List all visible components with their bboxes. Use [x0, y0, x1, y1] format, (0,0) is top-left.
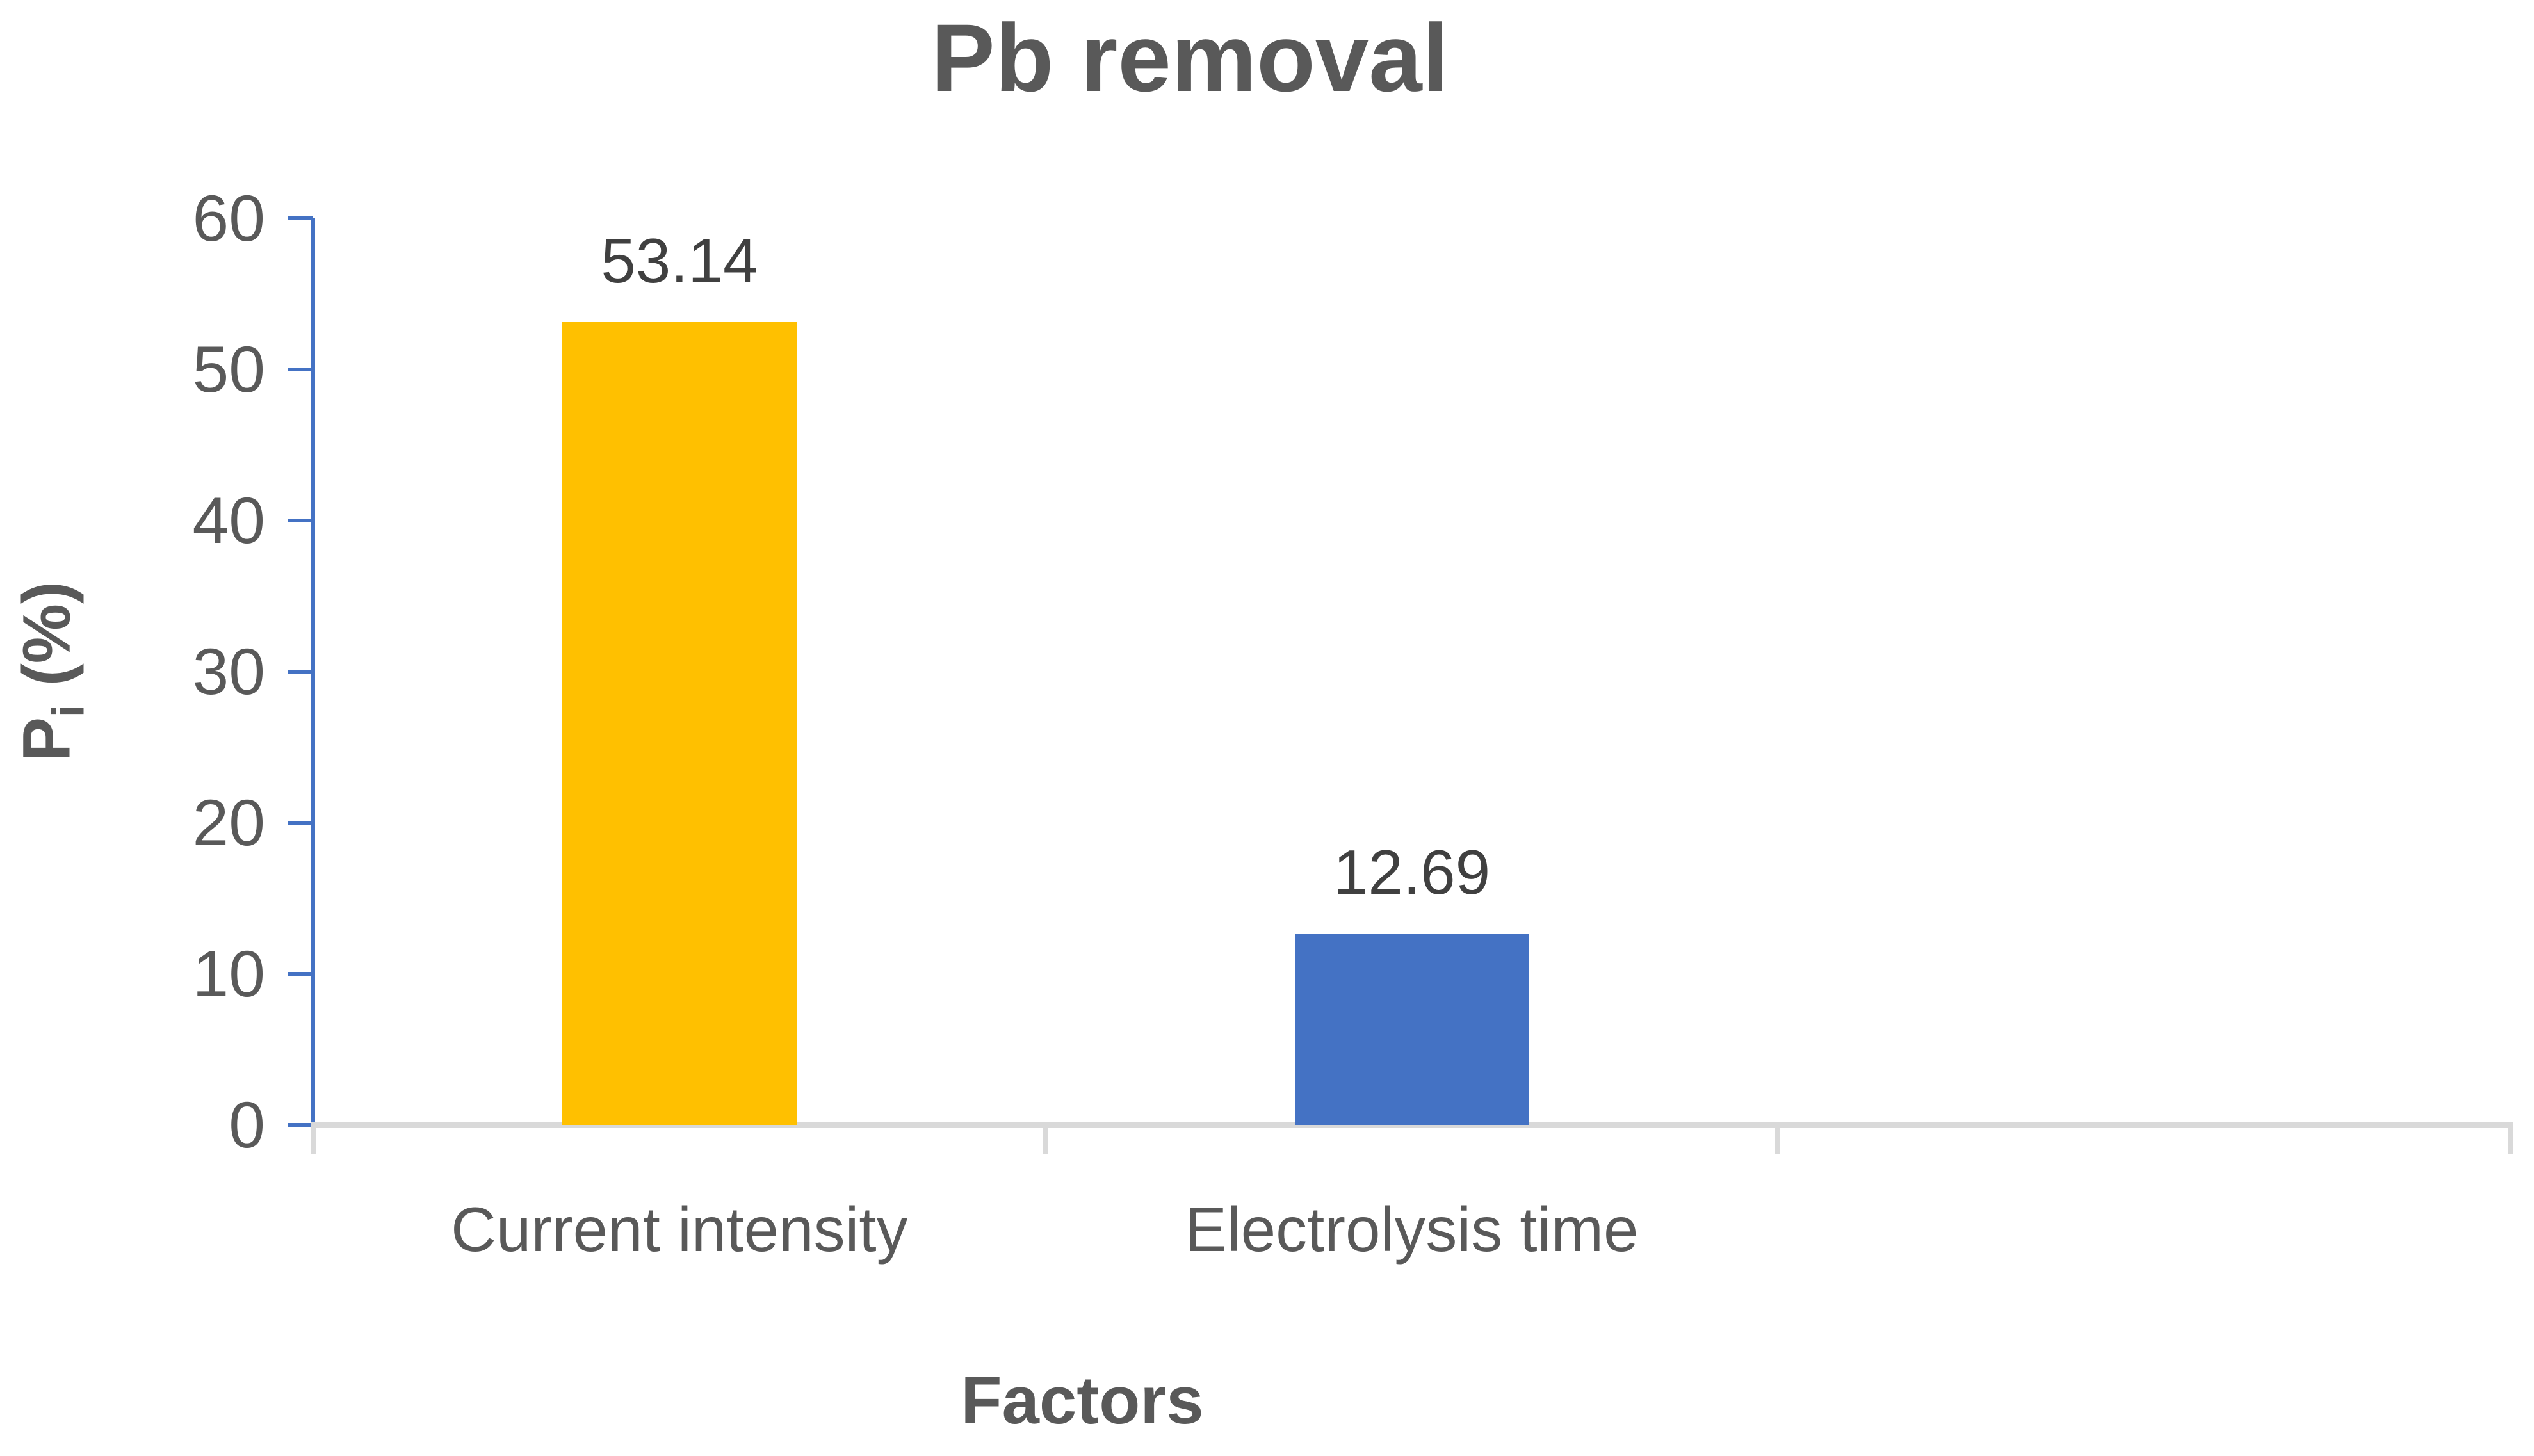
- bar-current-intensity: [562, 321, 797, 1125]
- y-axis-title-suffix: (%): [9, 581, 85, 705]
- y-tick-label-0: 0: [229, 1088, 265, 1161]
- y-tick-label-30: 30: [192, 635, 265, 708]
- x-axis-baseline-gridline: [311, 1122, 2513, 1128]
- data-label-current-intensity: 53.14: [601, 225, 758, 296]
- y-tick-label-20: 20: [192, 786, 265, 859]
- category-label-current-intensity: Current intensity: [451, 1194, 908, 1265]
- y-tick-label-60: 60: [192, 182, 265, 255]
- category-boundary-tick: [1775, 1125, 1781, 1154]
- category-boundary-tick: [311, 1125, 316, 1154]
- category-boundary-tick: [2508, 1125, 2513, 1154]
- y-tick-label-50: 50: [192, 333, 265, 406]
- y-axis-tick-50: [288, 368, 313, 371]
- y-axis-tick-40: [288, 519, 313, 522]
- data-label-electrolysis-time: 12.69: [1333, 836, 1491, 907]
- y-tick-label-10: 10: [192, 937, 265, 1010]
- y-axis-line: [311, 218, 315, 1125]
- bar-electrolysis-time: [1294, 933, 1529, 1125]
- y-axis-tick-10: [288, 972, 313, 976]
- y-axis-tick-20: [288, 821, 313, 825]
- y-axis-tick-30: [288, 670, 313, 674]
- x-axis-title: Factors: [961, 1363, 1204, 1438]
- category-label-electrolysis-time: Electrolysis time: [1185, 1194, 1639, 1265]
- y-axis-tick-60: [288, 216, 313, 220]
- y-axis-title-subscript: i: [43, 704, 93, 717]
- y-axis-title-base: P: [9, 716, 85, 762]
- y-axis-title: Pi (%): [9, 581, 94, 762]
- chart-title: Pb removal: [930, 4, 1449, 111]
- y-axis-tick-0: [288, 1123, 313, 1127]
- category-boundary-tick: [1043, 1125, 1048, 1154]
- y-tick-label-40: 40: [192, 484, 265, 557]
